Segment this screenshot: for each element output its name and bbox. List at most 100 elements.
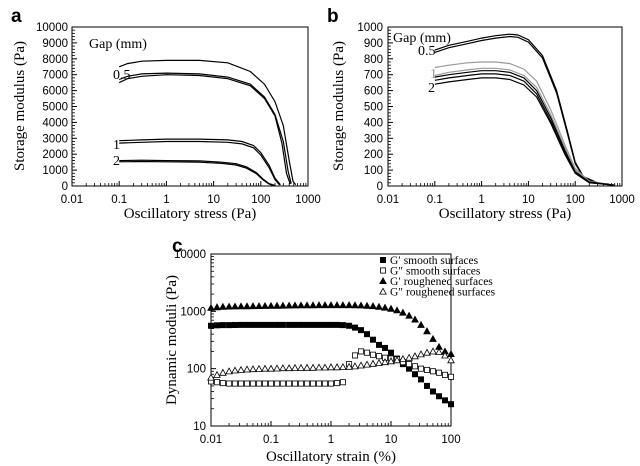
data-point: [249, 321, 256, 328]
series-3: [207, 347, 455, 381]
data-point: [309, 363, 317, 371]
y-tick-label: 3000: [42, 133, 68, 145]
x-tick-label: 10: [385, 434, 398, 446]
data-point: [315, 301, 323, 309]
data-point: [429, 388, 436, 395]
y-tick-label: 9000: [42, 38, 68, 50]
x-tick-label: 1: [328, 434, 334, 446]
series-line-0: [118, 59, 297, 186]
y-tick-label: 300: [364, 133, 383, 145]
data-point: [213, 303, 221, 311]
y-axis-label: Dynamic moduli (Pa): [164, 275, 180, 405]
series-line-6: [434, 77, 615, 186]
data-point: [309, 301, 317, 309]
data-point: [231, 366, 239, 374]
data-point: [429, 334, 437, 342]
x-tick-label: 100: [251, 194, 270, 206]
x-tick-label: 10: [522, 194, 535, 206]
data-point: [369, 359, 377, 367]
data-point: [261, 364, 269, 372]
y-tick-label: 900: [364, 38, 383, 50]
x-tick-label: 1000: [609, 194, 635, 206]
y-tick-label: 7000: [42, 70, 68, 82]
panel-c: c 0.01 0.1 1 10 100 10 100 1000 10000 Oscillatory…: [164, 236, 496, 465]
curve-annotation: Gap (mm): [89, 37, 147, 52]
legend-marker: [379, 267, 386, 274]
data-point: [376, 341, 383, 348]
y-tick-label: 10: [193, 421, 206, 433]
data-point: [357, 301, 365, 309]
data-point: [333, 363, 341, 371]
data-point: [363, 360, 371, 368]
data-point: [417, 365, 424, 372]
data-point: [214, 379, 221, 386]
data-point: [316, 380, 323, 387]
data-point: [207, 322, 214, 329]
x-tick-label: 0.01: [377, 194, 399, 206]
series-line-5: [119, 159, 276, 186]
data-point: [351, 362, 359, 370]
data-point: [303, 380, 310, 387]
legend-label: G″ roughened surfaces: [390, 287, 496, 299]
curve-annotation: 2: [428, 81, 435, 96]
data-point: [237, 321, 244, 328]
data-point: [357, 327, 364, 334]
data-point: [447, 401, 454, 408]
data-point: [309, 380, 316, 387]
data-point: [327, 380, 334, 387]
data-point: [411, 363, 418, 370]
data-point: [399, 308, 407, 316]
y-tick-label: 200: [364, 149, 383, 161]
data-point: [231, 380, 238, 387]
series-line-5: [434, 73, 615, 186]
data-point: [357, 348, 364, 355]
series-line-1: [118, 72, 292, 184]
data-point: [345, 301, 353, 309]
data-point: [357, 361, 365, 369]
data-point: [249, 302, 257, 310]
data-point: [447, 373, 454, 380]
data-point: [423, 348, 431, 356]
data-point: [219, 322, 226, 329]
y-tick-label: 6000: [42, 86, 68, 98]
data-point: [274, 380, 281, 387]
series-line-3: [434, 67, 615, 186]
data-point: [261, 301, 269, 309]
data-point: [441, 397, 448, 404]
data-point: [369, 336, 376, 343]
x-tick-label: 0.01: [200, 434, 222, 446]
data-point: [225, 302, 233, 310]
data-point: [346, 322, 353, 329]
data-point: [393, 306, 401, 314]
data-point: [315, 363, 323, 371]
curve-annotation: 1: [430, 67, 437, 82]
data-point: [417, 376, 424, 383]
series-line-4: [434, 70, 615, 186]
data-point: [321, 380, 328, 387]
data-point: [339, 301, 347, 309]
data-point: [214, 322, 221, 329]
data-point: [286, 380, 293, 387]
y-tick-label: 2000: [42, 149, 68, 161]
data-point: [321, 321, 328, 328]
data-point: [334, 321, 341, 328]
data-point: [375, 358, 383, 366]
panel-b: b 0.01 0.1 1 10 100 1000 0 100 200 300 400 500 600 70…: [327, 6, 635, 222]
data-point: [219, 302, 227, 310]
data-point: [243, 302, 251, 310]
data-point: [237, 365, 245, 373]
data-point: [334, 380, 341, 387]
data-point: [267, 301, 275, 309]
data-point: [255, 364, 263, 372]
x-axis-label: Oscillatory stress (Pa): [124, 206, 256, 222]
y-tick-label: 5000: [42, 102, 68, 114]
data-point: [309, 321, 316, 328]
x-tick-label: 1: [478, 194, 484, 206]
data-point: [441, 351, 449, 359]
data-point: [333, 301, 341, 309]
data-point: [297, 380, 304, 387]
data-point: [303, 301, 311, 309]
panel-a: a 0.01 0.1 1 10 100 1000010002000300040005000…: [11, 6, 321, 222]
data-point: [399, 354, 407, 362]
x-axis-label: Oscillatory strain (%): [266, 449, 396, 465]
